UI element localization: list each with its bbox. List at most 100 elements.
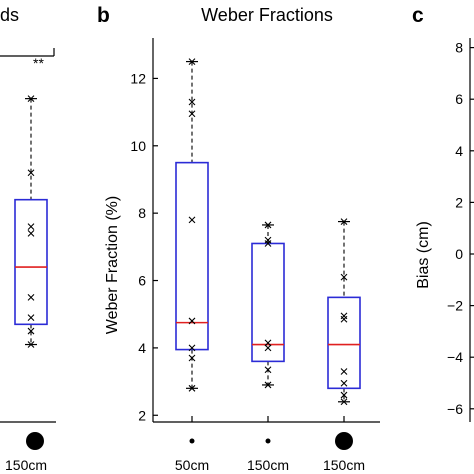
box-group-b3 <box>327 218 361 406</box>
y-tick-label: 2 <box>138 407 146 423</box>
data-point <box>188 317 196 325</box>
data-point-stroke <box>340 315 348 323</box>
x-category-label: 150cm <box>323 457 365 473</box>
data-point <box>27 314 35 321</box>
y-tick-label: 10 <box>130 138 146 154</box>
data-point-stroke <box>264 381 272 389</box>
large-marker-icon <box>26 432 44 450</box>
panel-b-letter: b <box>97 4 110 27</box>
data-point <box>188 58 196 65</box>
data-point <box>264 221 272 229</box>
data-point <box>27 95 35 103</box>
data-point <box>27 169 35 177</box>
data-point <box>188 384 196 392</box>
panel-c: c Bias (cm) 8 6 4 2 0 −2 −4 −6 <box>412 4 474 422</box>
panel-c-y-tick-label: 4 <box>455 143 463 159</box>
data-point <box>340 315 348 323</box>
box <box>327 296 361 390</box>
data-point <box>340 398 348 406</box>
x-categories: 50cm 150cm 150cm <box>175 416 365 473</box>
data-point <box>264 344 272 352</box>
data-point-stroke <box>27 327 35 335</box>
data-point <box>188 98 196 106</box>
box <box>14 198 48 326</box>
panel-a-title-fragment: ds <box>0 5 19 25</box>
panel-a: ds ** 150cm <box>0 5 56 473</box>
data-point <box>340 391 348 399</box>
box-group-b2 <box>251 221 285 389</box>
x-category-label: 150cm <box>247 457 289 473</box>
data-point-stroke <box>27 341 35 348</box>
data-point-stroke <box>340 391 348 399</box>
data-point <box>264 381 272 389</box>
panel-c-y-tick-label: 6 <box>455 91 463 107</box>
data-point-stroke <box>340 218 348 225</box>
data-point-stroke <box>264 221 272 229</box>
boxplots <box>175 58 361 406</box>
data-point <box>27 229 35 237</box>
data-point-stroke <box>188 354 196 362</box>
data-point-stroke <box>340 398 348 406</box>
x-category-label: 50cm <box>175 457 209 473</box>
panel-a-boxplot <box>14 95 48 348</box>
data-point-stroke <box>27 314 35 321</box>
data-point-stroke <box>340 379 348 387</box>
panel-c-letter: c <box>412 4 424 27</box>
data-point-stroke <box>27 293 35 301</box>
panel-b: b Weber Fractions Weber Fraction (%) 2 4 6… <box>97 4 380 473</box>
data-point <box>188 216 196 224</box>
data-point-stroke <box>188 58 196 65</box>
panel-a-xlabel: 150cm <box>5 457 47 473</box>
data-point-stroke <box>264 366 272 374</box>
box-group-b1 <box>175 58 209 392</box>
large-marker-icon <box>335 432 353 450</box>
chart-title: Weber Fractions <box>201 5 333 25</box>
data-point <box>340 218 348 225</box>
y-tick-label: 6 <box>138 273 146 289</box>
data-point-stroke <box>188 384 196 392</box>
box <box>175 161 209 351</box>
data-point-stroke <box>188 344 196 352</box>
panel-c-y-tick-label: −4 <box>447 349 463 365</box>
y-tick-label: 4 <box>138 340 146 356</box>
data-point <box>264 240 272 247</box>
data-point-stroke <box>27 95 35 103</box>
panel-c-y-tick-label: 8 <box>455 40 463 56</box>
data-point-stroke <box>264 339 272 347</box>
panel-c-y-axis-label: Bias (cm) <box>415 221 432 289</box>
y-tick-label: 8 <box>138 205 146 221</box>
data-point <box>340 379 348 387</box>
data-point <box>27 327 35 335</box>
data-point-stroke <box>188 110 196 118</box>
box-group-a1 <box>14 95 48 348</box>
panel-c-y-tick-label: −2 <box>447 298 463 314</box>
y-tick-label: 12 <box>130 70 146 86</box>
data-point-stroke <box>340 368 348 375</box>
panel-c-y-tick-label: 2 <box>455 194 463 210</box>
data-point <box>27 223 35 231</box>
data-point-stroke <box>27 223 35 231</box>
data-point-stroke <box>188 216 196 224</box>
data-point <box>188 354 196 362</box>
y-ticks: 2 4 6 8 10 12 <box>130 70 158 423</box>
small-marker-icon <box>189 438 195 444</box>
y-axis-label: Weber Fraction (%) <box>104 196 121 334</box>
data-point-stroke <box>340 273 348 281</box>
data-point <box>27 293 35 301</box>
data-point <box>188 110 196 118</box>
small-marker-icon <box>265 438 271 444</box>
data-point <box>340 368 348 375</box>
data-point <box>340 273 348 281</box>
box <box>251 242 285 363</box>
significance-marker: ** <box>33 55 44 71</box>
panel-c-y-tick-label: −6 <box>447 401 463 417</box>
data-point <box>27 341 35 348</box>
data-point <box>264 339 272 347</box>
data-point-stroke <box>188 98 196 106</box>
data-point-stroke <box>27 229 35 237</box>
data-point-stroke <box>188 317 196 325</box>
data-point-stroke <box>264 344 272 352</box>
data-point <box>188 344 196 352</box>
data-point <box>264 366 272 374</box>
